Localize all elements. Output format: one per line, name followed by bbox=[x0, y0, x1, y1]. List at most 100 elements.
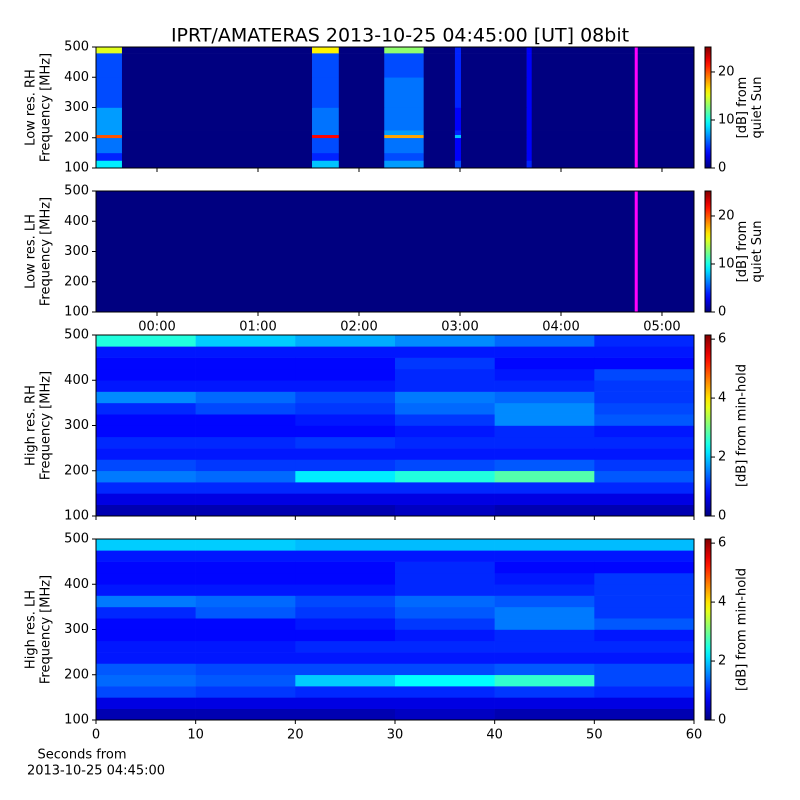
heatmap-cell bbox=[121, 130, 313, 136]
heatmap-cell bbox=[96, 539, 196, 551]
figure-title: IPRT/AMATERAS 2013-10-25 04:45:00 [UT] 0… bbox=[171, 25, 629, 47]
heatmap-cell bbox=[195, 550, 296, 562]
heatmap-cell bbox=[634, 134, 639, 139]
heatmap-cell bbox=[634, 53, 639, 78]
y-tick-label: 100 bbox=[64, 305, 89, 320]
heatmap-cell bbox=[121, 107, 313, 131]
y-axis-label: Frequency [MHz] bbox=[39, 197, 54, 306]
y-tick-label: 500 bbox=[64, 184, 89, 199]
heatmap-cell bbox=[531, 130, 636, 136]
colorbar-tick-label: 0 bbox=[718, 305, 726, 320]
x-tick-label: 30 bbox=[387, 728, 404, 743]
heatmap-cell bbox=[295, 436, 396, 449]
heatmap-cell bbox=[494, 448, 595, 460]
heatmap-cell bbox=[295, 335, 396, 347]
heatmap-cell bbox=[531, 107, 636, 131]
heatmap-cell bbox=[454, 137, 462, 154]
heatmap-cell bbox=[594, 697, 695, 709]
heatmap-cell bbox=[594, 618, 695, 630]
heatmap-cell bbox=[494, 470, 595, 483]
heatmap-cell bbox=[121, 152, 313, 161]
heatmap-cell bbox=[195, 697, 296, 709]
heatmap-cell bbox=[96, 425, 196, 438]
heatmap-cell bbox=[395, 584, 495, 596]
heatmap-cell bbox=[96, 436, 196, 449]
heatmap-cell bbox=[338, 137, 385, 154]
heatmap-cell bbox=[526, 130, 532, 136]
heatmap-cell bbox=[295, 663, 396, 676]
heatmap-cell bbox=[338, 77, 385, 108]
heatmap-cell bbox=[526, 152, 532, 161]
heatmap-cell bbox=[423, 137, 456, 154]
heatmap-cell bbox=[96, 663, 196, 676]
heatmap-cell bbox=[454, 130, 462, 136]
heatmap-cell bbox=[96, 77, 123, 108]
heatmap-cell bbox=[195, 391, 296, 404]
heatmap-cell bbox=[195, 539, 296, 551]
heatmap-cell bbox=[454, 160, 462, 169]
heatmap-cell bbox=[494, 402, 595, 415]
heatmap-cell bbox=[634, 152, 639, 161]
heatmap-cell bbox=[338, 152, 385, 161]
heatmap-cell bbox=[295, 595, 396, 608]
heatmap-cell bbox=[494, 539, 595, 551]
heatmap-cell bbox=[594, 425, 695, 438]
heatmap-cell bbox=[395, 572, 495, 585]
colorbar bbox=[704, 46, 712, 169]
heatmap-cell bbox=[395, 391, 495, 404]
heatmap-cell bbox=[312, 134, 340, 139]
colorbar-tick-label: 2 bbox=[718, 654, 726, 669]
heatmap-cell bbox=[531, 47, 636, 54]
heatmap-cell bbox=[494, 436, 595, 449]
heatmap-cell bbox=[395, 425, 495, 438]
x-tick-label: 00:00 bbox=[138, 320, 175, 335]
heatmap-cell bbox=[454, 152, 462, 161]
heatmap-cell bbox=[96, 674, 196, 687]
colorbar-label: [dB] from bbox=[735, 77, 750, 139]
heatmap-cell bbox=[195, 493, 296, 505]
heatmap-cell bbox=[594, 346, 695, 358]
heatmap-cell bbox=[594, 459, 695, 472]
heatmap-cell bbox=[395, 346, 495, 358]
heatmap-cell bbox=[637, 130, 695, 136]
heatmap-cell bbox=[494, 493, 595, 505]
y-axis-label: Low res. RH bbox=[24, 69, 39, 146]
heatmap-cell bbox=[96, 640, 196, 653]
heatmap-cell bbox=[295, 618, 396, 630]
heatmap-cell bbox=[295, 640, 396, 653]
heatmap-cell bbox=[531, 53, 636, 78]
heatmap-cell bbox=[195, 640, 296, 653]
heatmap-cell bbox=[494, 572, 595, 585]
heatmap-cell bbox=[195, 686, 296, 698]
colorbar-tick-label: 10 bbox=[718, 256, 735, 271]
y-tick-label: 500 bbox=[64, 40, 89, 55]
heatmap-cell bbox=[96, 335, 196, 347]
heatmap-cell bbox=[395, 493, 495, 505]
heatmap-cell bbox=[295, 504, 396, 517]
heatmap-cell bbox=[461, 137, 527, 154]
heatmap-cell bbox=[594, 414, 695, 426]
y-axis-label: Frequency [MHz] bbox=[39, 371, 54, 480]
heatmap-cell bbox=[531, 134, 636, 139]
heatmap-cell bbox=[195, 561, 296, 574]
heatmap-cell bbox=[494, 368, 595, 381]
y-axis-label: Frequency [MHz] bbox=[39, 575, 54, 684]
heatmap-cell bbox=[494, 357, 595, 370]
heatmap-cell bbox=[96, 686, 196, 698]
heatmap-cell bbox=[531, 160, 636, 169]
heatmap-cell bbox=[295, 539, 396, 551]
heatmap-cell bbox=[338, 107, 385, 131]
heatmap-cell bbox=[96, 357, 196, 370]
heatmap-cell bbox=[494, 686, 595, 698]
heatmap-cell bbox=[423, 130, 456, 136]
heatmap-cell bbox=[384, 134, 424, 139]
heatmap-cell bbox=[338, 47, 385, 54]
heatmap-cell bbox=[96, 584, 196, 596]
heatmap-cell bbox=[195, 448, 296, 460]
heatmap-cell bbox=[295, 606, 396, 619]
y-tick-label: 100 bbox=[64, 509, 89, 524]
heatmap-cell bbox=[195, 436, 296, 449]
heatmap-cell bbox=[634, 130, 639, 136]
heatmap-cell bbox=[423, 107, 456, 131]
heatmap-cell bbox=[454, 47, 462, 54]
